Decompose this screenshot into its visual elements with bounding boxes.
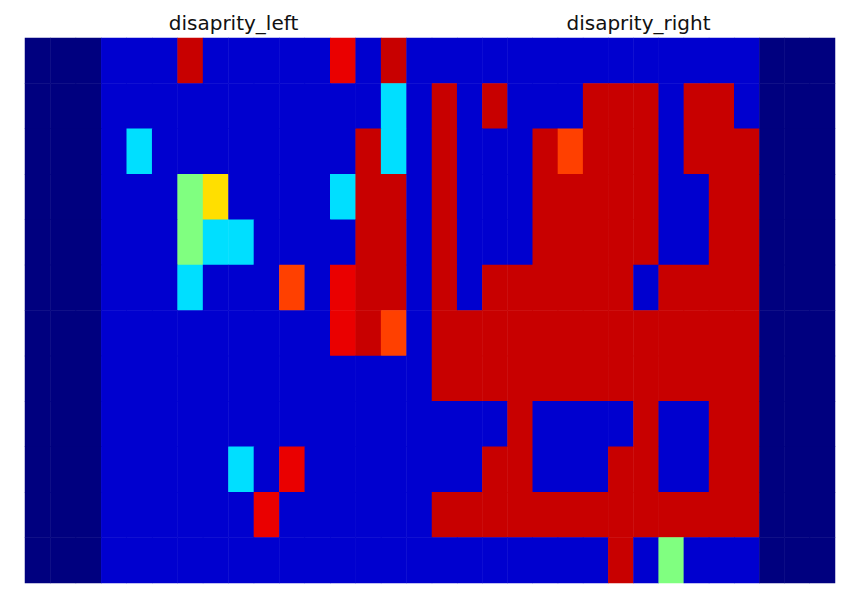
svg-text:disaprity_right: disaprity_right [566,11,710,35]
svg-text:disaprity_left: disaprity_left [169,11,299,35]
